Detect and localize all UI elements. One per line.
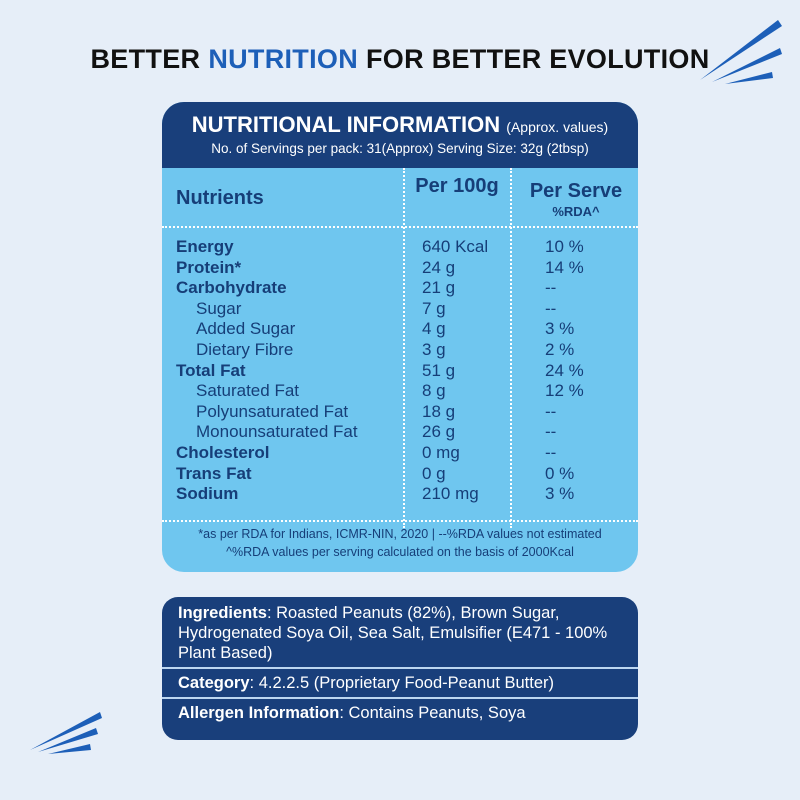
col-header: Nutrients: [176, 187, 264, 209]
per-100g: 21 g: [422, 278, 456, 298]
info-label: Allergen Information: [178, 704, 340, 722]
per-serve: 24 %: [545, 360, 584, 380]
per-serve: 3 %: [545, 319, 575, 339]
panel-header: NUTRITIONAL INFORMATION (Approx. values)…: [162, 102, 638, 168]
divider: [162, 520, 638, 522]
col-header: Per Serve: [529, 180, 623, 202]
nutrient-name: Trans Fat: [176, 463, 252, 483]
per-100g: 4 g: [422, 319, 446, 339]
per-100g: 3 g: [422, 340, 446, 359]
info-label: Category: [178, 674, 250, 692]
servings: No. of Servings per pack: 31(Approx) Ser…: [211, 141, 589, 156]
info-section: Allergen Information: Contains Peanuts, …: [162, 697, 638, 727]
nutrient-name: Added Sugar: [196, 319, 296, 339]
nutrition-panel: NUTRITIONAL INFORMATION (Approx. values)…: [162, 102, 638, 572]
nutrient-name: Monounsaturated Fat: [196, 422, 358, 442]
per-100g: 640 Kcal: [422, 237, 489, 256]
footnote: ^%RDA values per serving calculated on t…: [226, 545, 574, 559]
nutrient-row: Total Fat 51 g 24 %: [162, 360, 638, 381]
nutrient-name: Total Fat: [176, 360, 246, 380]
nutrient-name: Polyunsaturated Fat: [196, 401, 349, 421]
nutrient-row: Cholesterol 0 mg --: [162, 442, 638, 463]
col-note: %RDA^: [552, 204, 600, 219]
per-100g: 7 g: [422, 298, 446, 318]
per-serve: --: [545, 298, 557, 318]
headline-part: BETTER: [90, 44, 201, 74]
per-serve: 3 %: [545, 484, 575, 504]
nutrient-row: Carbohydrate 21 g --: [162, 277, 638, 298]
divider: [510, 168, 512, 528]
headline-part: NUTRITION: [208, 44, 358, 74]
nutrient-row: Trans Fat 0 g 0 %: [162, 463, 638, 484]
nutrient-row: Energy 640 Kcal 10 %: [162, 236, 638, 257]
per-serve: 14 %: [545, 257, 584, 277]
nutrient-name: Sodium: [176, 484, 239, 504]
per-serve: --: [545, 422, 557, 442]
info-panel: Ingredients: Roasted Peanuts (82%), Brow…: [162, 597, 638, 740]
nutrient-name: Carbohydrate: [176, 278, 287, 298]
nutrient-row: Protein* 24 g 14 %: [162, 257, 638, 278]
per-100g: 51 g: [422, 360, 456, 380]
nutrient-row: Sugar 7 g --: [162, 298, 638, 319]
nutrient-row: Sodium 210 mg 3 %: [162, 483, 638, 504]
per-100g: 8 g: [422, 381, 446, 401]
nutrient-name: Protein*: [176, 257, 242, 277]
per-serve: 10 %: [545, 237, 584, 256]
nutrient-name: Sugar: [196, 298, 242, 318]
per-serve: --: [545, 401, 557, 421]
nutrient-row: Monounsaturated Fat 26 g --: [162, 421, 638, 442]
nutrient-name: Dietary Fibre: [196, 340, 294, 359]
info-text: : 4.2.2.5 (Proprietary Food-Peanut Butte…: [249, 674, 555, 692]
nutrient-name: Saturated Fat: [196, 381, 300, 401]
per-100g: 0 mg: [422, 443, 460, 462]
per-serve: 2 %: [545, 340, 575, 359]
divider: [162, 226, 638, 228]
per-serve: --: [545, 278, 557, 298]
info-section: Category: 4.2.2.5 (Proprietary Food-Pean…: [162, 667, 638, 697]
footnote: *as per RDA for Indians, ICMR-NIN, 2020 …: [198, 527, 602, 541]
per-100g: 24 g: [422, 257, 456, 277]
per-serve: --: [545, 443, 557, 462]
nutrient-name: Energy: [176, 237, 234, 256]
nutrient-row: Added Sugar 4 g 3 %: [162, 318, 638, 339]
title: NUTRITIONAL INFORMATION: [191, 112, 501, 137]
divider: [403, 168, 405, 528]
col-header: Per 100g: [415, 175, 499, 197]
per-100g: 26 g: [422, 422, 456, 442]
nutrient-name: Cholesterol: [176, 443, 270, 462]
info-text: : Roasted Peanuts (82%), Brown Sugar, Hy…: [178, 604, 608, 662]
per-serve: 12 %: [545, 381, 584, 401]
nutrient-row: Dietary Fibre 3 g 2 %: [162, 339, 638, 360]
nutrient-row: Polyunsaturated Fat 18 g --: [162, 401, 638, 422]
per-serve: 0 %: [545, 463, 575, 483]
info-section: Ingredients: Roasted Peanuts (82%), Brow…: [162, 597, 638, 667]
per-100g: 18 g: [422, 401, 456, 421]
info-text: : Contains Peanuts, Soya: [339, 704, 526, 722]
per-100g: 0 g: [422, 463, 446, 483]
per-100g: 210 mg: [422, 484, 479, 504]
nutrient-row: Saturated Fat 8 g 12 %: [162, 380, 638, 401]
headline-part: FOR BETTER EVOLUTION: [366, 44, 710, 74]
headline: BETTER NUTRITION FOR BETTER EVOLUTION: [0, 44, 800, 75]
title-note: (Approx. values): [506, 119, 609, 135]
info-label: Ingredients: [178, 604, 267, 622]
